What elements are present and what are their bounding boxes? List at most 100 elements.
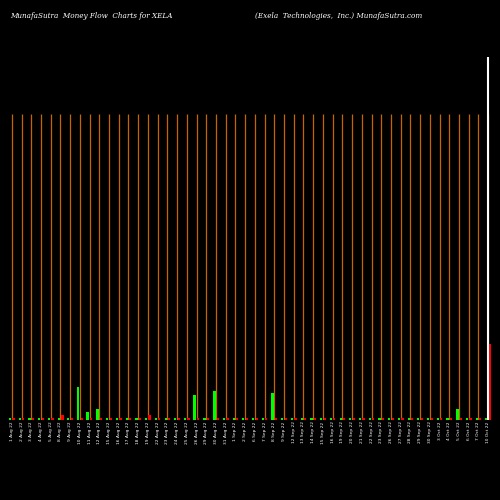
Bar [320, 418, 322, 420]
Bar [188, 418, 190, 420]
Bar [80, 418, 82, 420]
Bar [48, 418, 50, 420]
Bar [145, 418, 147, 420]
Bar [207, 418, 209, 420]
Bar [430, 418, 432, 420]
Bar [343, 418, 345, 420]
Bar [488, 344, 492, 420]
Bar [450, 418, 452, 420]
Bar [9, 418, 11, 420]
Bar [116, 418, 118, 420]
Bar [126, 418, 128, 420]
Bar [136, 418, 138, 420]
Bar [252, 418, 254, 420]
Bar [168, 418, 170, 420]
Bar [392, 418, 394, 420]
Bar [236, 418, 238, 420]
Bar [466, 418, 468, 420]
Bar [71, 418, 73, 420]
Bar [418, 418, 420, 420]
Bar [28, 418, 30, 420]
Bar [324, 418, 326, 420]
Bar [266, 418, 268, 420]
Bar [178, 418, 180, 420]
Bar [256, 418, 258, 420]
Bar [460, 418, 462, 420]
Bar [330, 418, 332, 420]
Bar [68, 418, 70, 420]
Bar [164, 418, 166, 420]
Bar [291, 418, 293, 420]
Bar [300, 418, 303, 420]
Bar [411, 418, 413, 420]
Bar [314, 418, 316, 420]
Bar [90, 418, 92, 420]
Bar [334, 418, 336, 420]
Bar [353, 418, 355, 420]
Bar [262, 418, 264, 420]
Text: MunafaSutra  Money Flow  Charts for XELA: MunafaSutra Money Flow Charts for XELA [10, 12, 172, 20]
Bar [58, 418, 59, 420]
Bar [486, 418, 488, 420]
Bar [275, 418, 277, 420]
Bar [204, 418, 206, 420]
Bar [197, 418, 200, 420]
Bar [427, 418, 429, 420]
Bar [284, 418, 287, 420]
Bar [408, 418, 410, 420]
Bar [470, 418, 472, 420]
Bar [437, 418, 439, 420]
Bar [12, 418, 14, 420]
Bar [456, 410, 458, 420]
Bar [388, 418, 390, 420]
Bar [158, 418, 160, 420]
Bar [174, 418, 176, 420]
Bar [368, 418, 371, 420]
Bar [110, 418, 112, 420]
Bar [304, 418, 306, 420]
Bar [184, 418, 186, 420]
Bar [216, 418, 219, 420]
Bar [310, 418, 312, 420]
Bar [476, 418, 478, 420]
Bar [100, 418, 102, 420]
Bar [155, 418, 157, 420]
Bar [96, 410, 99, 420]
Bar [378, 418, 380, 420]
Bar [372, 418, 374, 420]
Bar [271, 393, 274, 420]
Bar [38, 418, 40, 420]
Bar [61, 416, 64, 420]
Bar [106, 418, 108, 420]
Bar [32, 418, 34, 420]
Bar [213, 392, 216, 420]
Bar [223, 418, 225, 420]
Bar [479, 418, 482, 420]
Bar [77, 388, 80, 420]
Bar [446, 418, 448, 420]
Bar [382, 418, 384, 420]
Bar [22, 418, 25, 420]
Bar [350, 418, 352, 420]
Bar [440, 418, 442, 420]
Bar [129, 418, 132, 420]
Bar [232, 418, 234, 420]
Text: (Exela  Technologies,  Inc.) MunafaSutra.com: (Exela Technologies, Inc.) MunafaSutra.c… [255, 12, 422, 20]
Bar [340, 418, 342, 420]
Bar [52, 418, 54, 420]
Bar [226, 418, 228, 420]
Bar [42, 418, 44, 420]
Bar [120, 418, 122, 420]
Bar [294, 418, 296, 420]
Bar [421, 418, 423, 420]
Bar [398, 418, 400, 420]
Bar [281, 418, 283, 420]
Bar [362, 418, 364, 420]
Bar [402, 418, 404, 420]
Bar [194, 395, 196, 420]
Bar [246, 418, 248, 420]
Bar [242, 418, 244, 420]
Bar [148, 416, 151, 420]
Bar [18, 418, 21, 420]
Bar [359, 418, 361, 420]
